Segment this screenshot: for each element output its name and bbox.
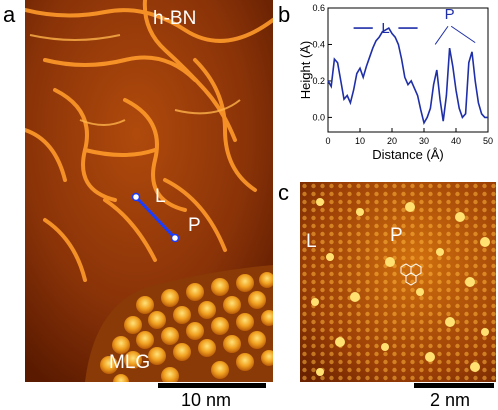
x-tick-label: 20 [387,136,397,146]
height-profile-chart: 0 10 20 30 40 50 0.0 0.2 0.4 0.6 Distance (Å) Heigh… [300,3,493,162]
annotation-l: L [381,20,389,37]
scale-label-a: 10 nm [181,390,232,410]
stm-image-c-graphic [300,182,496,382]
label-mlg: MLG [109,352,151,373]
x-tick-label: 10 [355,136,365,146]
y-axis-label: Height (Å) [300,41,313,100]
scale-bar-a [158,383,266,388]
scale-label-c: 2 nm [430,390,471,410]
panel-c-letter: c [278,180,289,205]
x-tick-label: 40 [451,136,461,146]
stm-image-panel-c: L P [300,182,496,382]
label-l-panel-c: L [306,231,317,252]
measurement-end-point [170,233,180,243]
x-tick-label: 50 [483,136,493,146]
measurement-line [134,195,177,240]
stm-image-a-graphic [25,0,273,382]
label-p-panel-c: P [390,225,403,246]
scale-bar-c [414,383,494,388]
label-p-panel-a: P [188,215,201,236]
annotation-p: P [445,6,455,23]
annotation-p-pointer-left [434,25,449,45]
hexagon-overlay [400,263,422,286]
y-tick-label: 0.4 [312,39,325,49]
y-tick-label: 0.6 [312,3,325,13]
height-profile-line [327,27,488,126]
label-l-panel-a: L [155,186,166,207]
y-tick-label: 0.2 [312,76,325,86]
x-tick-label: 30 [419,136,429,146]
y-tick-label: 0.0 [312,112,325,122]
label-h-bn: h-BN [153,8,197,29]
plot-frame [327,7,489,133]
panel-b-letter: b [278,2,291,27]
stm-image-panel-a: h-BN L P MLG [25,0,273,382]
annotation-p-pointer-right [450,25,476,44]
panel-a-letter: a [3,2,16,27]
x-tick-label: 0 [325,136,330,146]
measurement-start-point [131,192,141,202]
x-axis-label: Distance (Å) [372,147,444,162]
